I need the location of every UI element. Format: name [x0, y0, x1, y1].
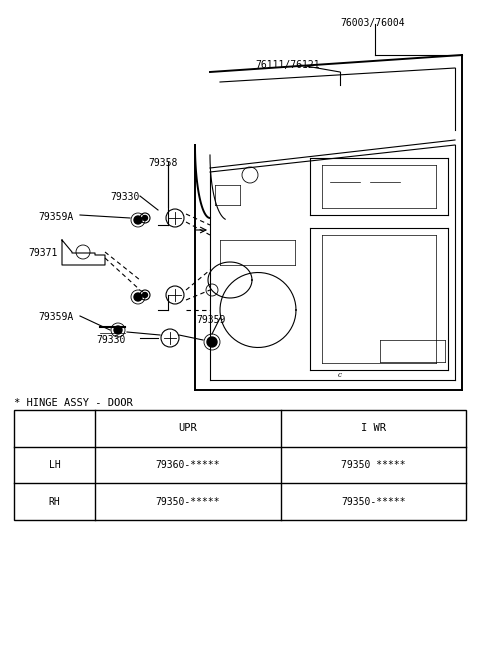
Text: c: c — [338, 371, 342, 379]
Circle shape — [143, 292, 147, 298]
Text: 79350 *****: 79350 ***** — [341, 460, 406, 470]
Circle shape — [207, 337, 217, 347]
Text: 79350-*****: 79350-***** — [341, 497, 406, 507]
Text: 79359A: 79359A — [38, 312, 73, 322]
Circle shape — [134, 293, 142, 301]
Text: 79359: 79359 — [196, 315, 226, 325]
Text: 79330: 79330 — [110, 192, 139, 202]
Circle shape — [134, 216, 142, 224]
Text: 79359A: 79359A — [38, 212, 73, 222]
Text: UPR: UPR — [179, 423, 197, 434]
Text: 79330: 79330 — [96, 335, 125, 345]
Text: 79350-*****: 79350-***** — [156, 497, 220, 507]
Text: LH: LH — [49, 460, 60, 470]
Circle shape — [143, 215, 147, 221]
Text: 76003/76004: 76003/76004 — [340, 18, 405, 28]
Text: * HINGE ASSY - DOOR: * HINGE ASSY - DOOR — [14, 398, 133, 408]
Text: 79358: 79358 — [148, 158, 178, 168]
Bar — [14, 410, 466, 520]
Circle shape — [114, 326, 122, 334]
Text: I WR: I WR — [361, 423, 386, 434]
Text: RH: RH — [49, 497, 60, 507]
Text: 76111/76121: 76111/76121 — [255, 60, 320, 70]
Text: 79360-*****: 79360-***** — [156, 460, 220, 470]
Text: 79371: 79371 — [28, 248, 58, 258]
